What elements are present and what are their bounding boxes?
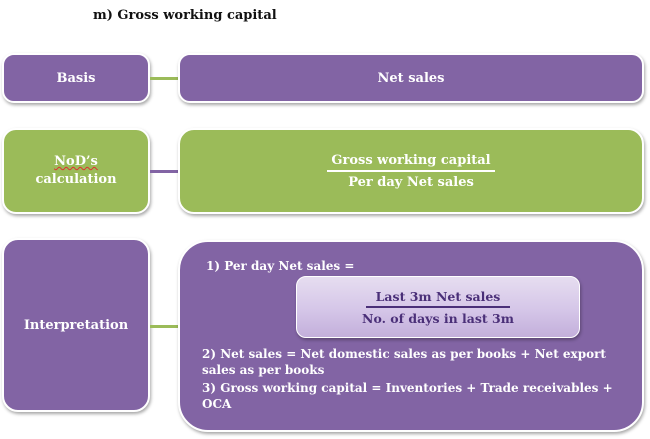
nod-label-line2: calculation [35,172,117,187]
interpretation-value-box: 1) Per day Net sales = Last 3m Net sales… [178,240,644,432]
interpretation-label: Interpretation [23,317,129,333]
nod-label-line1: NoD’s [54,154,98,169]
interpretation-point-2: 2) Net sales = Net domestic sales as per… [202,347,606,377]
basis-value: Net sales [377,70,445,86]
nod-formula-numerator: Gross working capital [327,153,495,172]
basis-value-box: Net sales [178,53,644,103]
nod-formula: Gross working capital Per day Net sales [327,153,495,190]
per-day-net-sales-formula-box: Last 3m Net sales No. of days in last 3m [296,276,580,338]
interpretation-point-3: 3) Gross working capital = Inventories +… [202,381,613,411]
per-day-formula-denominator: No. of days in last 3m [362,310,514,326]
basis-label: Basis [56,70,96,86]
interpretation-label-box: Interpretation [2,238,150,412]
interpretation-connector [150,325,178,328]
basis-connector [150,77,178,80]
interpretation-point-1: 1) Per day Net sales = [206,259,355,273]
nod-formula-denominator: Per day Net sales [348,174,474,190]
page-title: m) Gross working capital [93,8,277,23]
per-day-formula-numerator: Last 3m Net sales [365,289,511,308]
nod-label-box: NoD’s calculation [2,128,150,214]
per-day-net-sales-formula: Last 3m Net sales No. of days in last 3m [362,289,514,326]
basis-label-box: Basis [2,53,150,103]
nod-value-box: Gross working capital Per day Net sales [178,128,644,214]
nod-connector [150,170,178,173]
